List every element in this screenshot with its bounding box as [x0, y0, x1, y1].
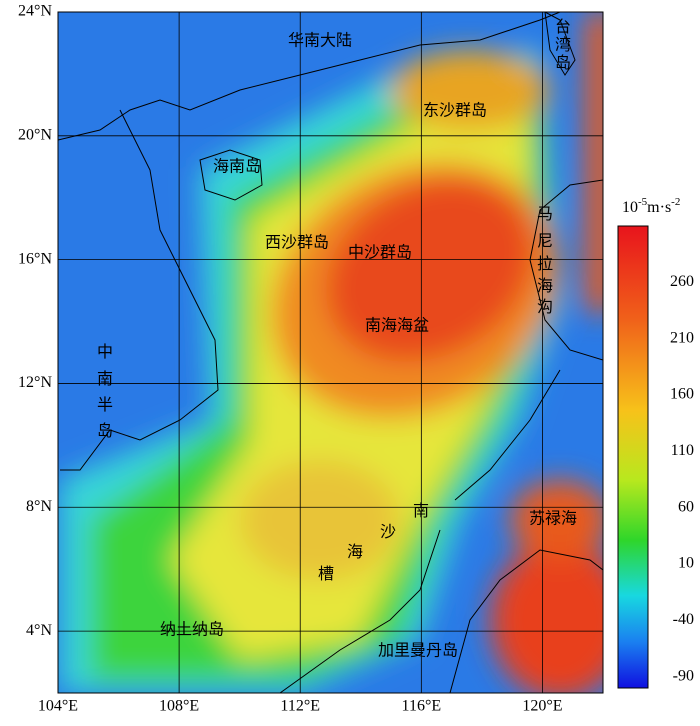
place-label: 海南岛: [213, 158, 261, 176]
coastlines: [58, 12, 603, 693]
colorbar-tick-label: 160: [670, 386, 694, 403]
x-tick-label: 112°E: [280, 698, 320, 715]
colorbar-tick-label: 110: [671, 442, 694, 459]
colorbar-tick-label: 260: [670, 273, 694, 290]
place-label: 中沙群岛: [348, 244, 412, 262]
place-label: 加里曼丹岛: [378, 642, 458, 660]
colorbar-tick-label: -40: [673, 611, 694, 628]
anomaly-field: [58, 12, 603, 693]
place-label: 南沙海槽: [318, 502, 429, 583]
x-tick-label: 104°E: [38, 698, 78, 715]
place-label: 台湾岛: [555, 18, 571, 72]
colorbar-tick-label: 60: [678, 498, 694, 515]
place-label: 苏禄海: [529, 510, 577, 528]
x-tick-label: 120°E: [522, 698, 562, 715]
place-label: 纳土纳岛: [160, 621, 224, 639]
colorbar: [617, 225, 649, 689]
x-tick-label: 108°E: [159, 698, 199, 715]
colorbar-unit: 10-5m·s-2: [622, 196, 680, 216]
x-tick-label: 116°E: [402, 698, 442, 715]
y-tick-label: 8°N: [26, 498, 52, 515]
place-label: 西沙群岛: [265, 234, 329, 252]
colorbar-tick-label: 10: [678, 555, 694, 572]
y-tick-label: 24°N: [18, 3, 52, 20]
place-label: 华南大陆: [288, 32, 352, 50]
y-tick-label: 4°N: [26, 622, 52, 639]
place-label: 南海海盆: [365, 317, 429, 335]
colorbar-tick-label: -90: [673, 667, 694, 684]
y-tick-label: 20°N: [18, 126, 52, 143]
y-tick-label: 12°N: [18, 374, 52, 391]
place-label: 马尼拉海沟: [537, 205, 553, 316]
y-tick-label: 16°N: [18, 250, 52, 267]
place-label: 东沙群岛: [423, 102, 487, 120]
colorbar-tick-label: 210: [670, 329, 694, 346]
place-label: 中南半岛: [97, 343, 113, 440]
